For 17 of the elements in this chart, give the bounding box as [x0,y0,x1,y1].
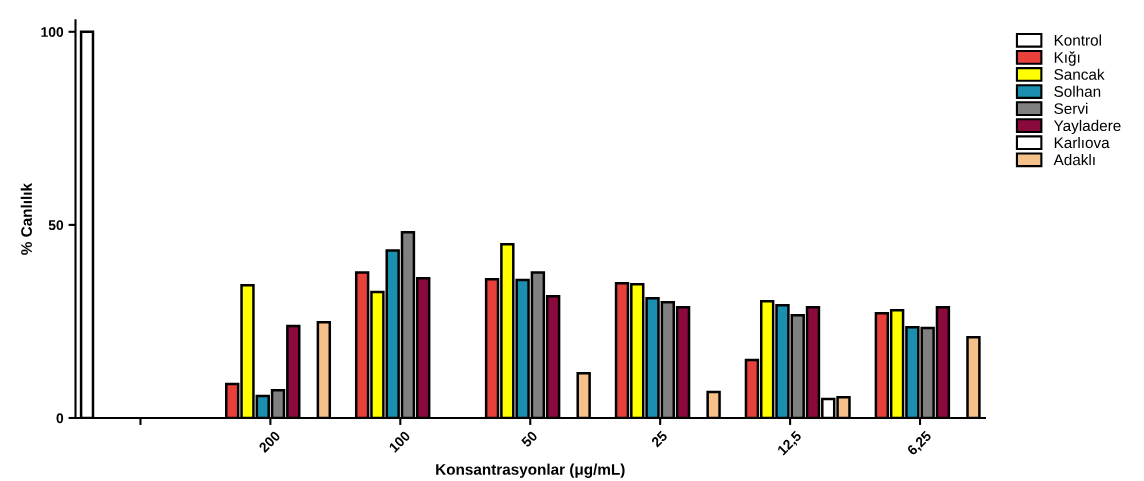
x-tick-label: 100 [388,430,411,453]
legend-label: Kığı [1054,51,1080,66]
legend-label: Karlıova [1054,136,1110,149]
y-tick-label: 0 [56,413,64,424]
x-tick-label: 50 [520,430,538,448]
x-axis-title: Konsantrasyonlar (μg/mL) [436,463,625,478]
legend-label: Servi [1054,102,1088,115]
y-tick-label: 50 [48,220,64,231]
legend-label: Sancak [1054,68,1105,80]
legend-label: Kontrol [1054,34,1101,46]
legend-label: Adaklı [1053,154,1095,166]
y-tick-label: 100 [41,27,64,37]
x-tick-label: 25 [650,430,668,448]
x-tick-label: 200 [258,430,281,454]
legend-label: Solhan [1054,85,1101,97]
y-axis-title: % Canlılık [20,182,32,255]
legend-label: Yayladere [1053,119,1121,135]
